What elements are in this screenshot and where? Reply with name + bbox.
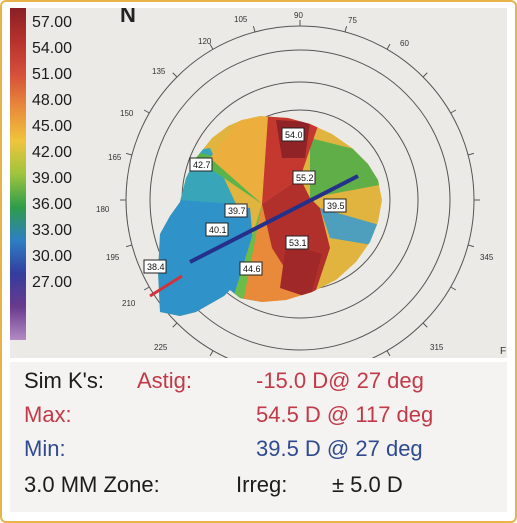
- ring-tick: [386, 43, 391, 50]
- svg-text:105: 105: [234, 15, 248, 24]
- value-box: 54.0: [281, 127, 305, 142]
- svg-text:40.1: 40.1: [209, 225, 227, 235]
- ring-tick: [143, 286, 150, 291]
- legend-label: 33.00: [32, 222, 73, 239]
- color-scale-legend: 57.00 54.00 51.00 48.00 45.00 42.00 39.00 36.00…: [10, 8, 110, 358]
- ring-tick: [422, 322, 428, 328]
- legend-label: 54.00: [32, 40, 73, 57]
- legend-label: 30.00: [32, 248, 73, 265]
- svg-text:210: 210: [122, 299, 136, 308]
- value-box: 55.2: [292, 170, 316, 185]
- astig-value: -15.0 D@ 27 deg: [256, 368, 424, 393]
- value-box: 53.1: [285, 235, 309, 250]
- ring-tick: [126, 244, 133, 248]
- legend-label: 27.00: [32, 274, 73, 291]
- corneal-map: N: [10, 8, 507, 358]
- svg-text:135: 135: [152, 67, 166, 76]
- value-box: 39.7: [224, 203, 248, 218]
- legend-label: 36.00: [32, 196, 73, 213]
- topography-photo: N: [10, 8, 507, 358]
- svg-text:180: 180: [96, 205, 110, 214]
- color-scale-bar: [10, 8, 26, 340]
- svg-text:150: 150: [120, 109, 134, 118]
- astig-label: Astig:: [137, 368, 193, 393]
- svg-text:90: 90: [294, 11, 303, 20]
- zone-label: 3.0 MM Zone:: [24, 472, 160, 497]
- top-letter: N: [120, 8, 136, 27]
- svg-text:165: 165: [108, 153, 122, 162]
- svg-text:54.0: 54.0: [285, 130, 303, 140]
- legend-label: 57.00: [32, 14, 73, 31]
- ring-tick: [450, 286, 457, 291]
- svg-text:42.7: 42.7: [193, 160, 211, 170]
- readout-panel: Sim K's: Astig: -15.0 D@ 27 deg Max: 54.…: [10, 362, 507, 512]
- legend-label: 42.00: [32, 144, 73, 161]
- svg-text:53.1: 53.1: [289, 238, 307, 248]
- min-label: Min:: [24, 436, 66, 461]
- ring-tick: [450, 109, 457, 114]
- ring-tick: [386, 350, 391, 357]
- axis-marker: [149, 274, 183, 298]
- svg-text:315: 315: [430, 343, 444, 352]
- ring-tick: [209, 43, 214, 50]
- svg-text:44.6: 44.6: [243, 264, 261, 274]
- ring-tick: [126, 152, 133, 156]
- ring-tick: [422, 72, 428, 78]
- ring-tick: [172, 72, 178, 78]
- degree-labels: 105 90 75 120 60 135 150 165 180 195 210…: [96, 11, 494, 352]
- svg-text:38.4: 38.4: [147, 262, 165, 272]
- irreg-label: Irreg:: [236, 472, 288, 497]
- svg-text:39.7: 39.7: [228, 206, 246, 216]
- value-box: 42.7: [189, 157, 213, 172]
- legend-label: 51.00: [32, 66, 73, 83]
- value-box: 40.1: [205, 222, 229, 237]
- ring-ticks: [120, 20, 480, 357]
- ring-tick: [467, 152, 474, 156]
- ring-tick: [209, 350, 214, 357]
- legend-label: 39.00: [32, 170, 73, 187]
- ring-tick: [252, 26, 256, 33]
- svg-text:60: 60: [400, 39, 409, 48]
- value-box: 39.5: [323, 198, 347, 213]
- value-box: 44.6: [239, 261, 263, 276]
- ring-tick: [143, 109, 150, 114]
- svg-text:39.5: 39.5: [327, 201, 345, 211]
- svg-text:120: 120: [198, 37, 212, 46]
- irreg-value: ± 5.0 D: [332, 472, 403, 497]
- svg-text:55.2: 55.2: [296, 173, 314, 183]
- legend-label: 45.00: [32, 118, 73, 135]
- axis-line: [189, 174, 359, 264]
- max-value: 54.5 D @ 117 deg: [256, 402, 434, 427]
- value-boxes: 54.0 42.7 55.2 39.7 39.5 40.1 53.1 38.4 …: [143, 127, 347, 276]
- ring-tick: [344, 26, 348, 33]
- svg-text:345: 345: [480, 253, 494, 262]
- simk-label: Sim K's:: [24, 368, 104, 393]
- max-label: Max:: [24, 402, 72, 427]
- ring-tick: [467, 244, 474, 248]
- svg-text:195: 195: [106, 253, 120, 262]
- value-box: 38.4: [143, 259, 167, 274]
- legend-label: 48.00: [32, 92, 73, 109]
- svg-text:75: 75: [348, 16, 357, 25]
- ring-tick: [172, 322, 178, 328]
- svg-text:225: 225: [154, 343, 168, 352]
- edge-letter: F: [500, 346, 506, 357]
- min-value: 39.5 D @ 27 deg: [256, 436, 423, 461]
